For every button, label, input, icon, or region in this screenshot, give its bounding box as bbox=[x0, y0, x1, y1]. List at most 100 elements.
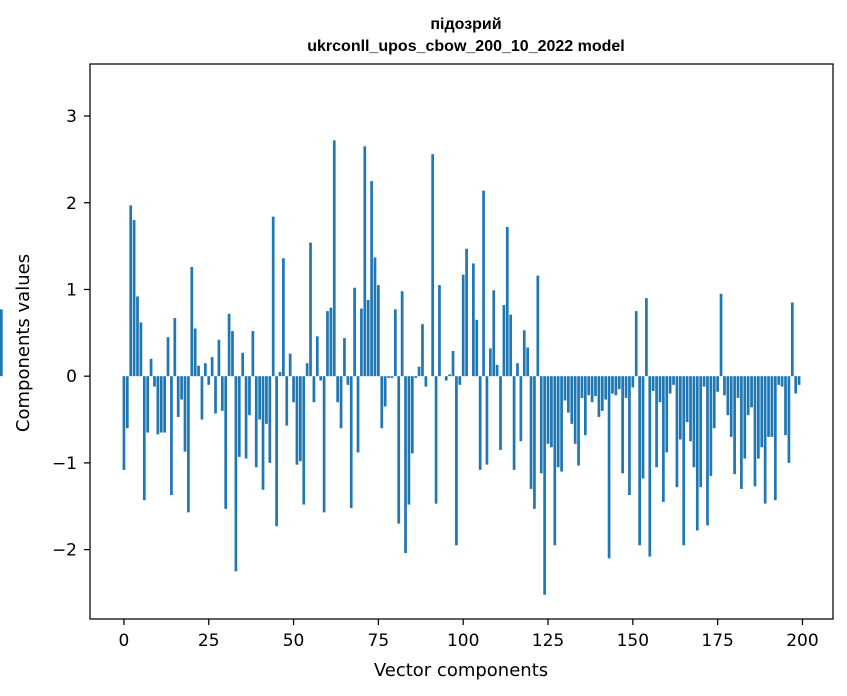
bar-component-91 bbox=[431, 154, 435, 377]
bar-component-99 bbox=[458, 376, 462, 385]
bar-component-54 bbox=[305, 363, 309, 377]
bar-component-185 bbox=[750, 376, 753, 408]
bar-component-56 bbox=[312, 376, 316, 403]
bar-component-25 bbox=[207, 376, 211, 385]
bar-component-6 bbox=[142, 376, 146, 501]
bar-component-179 bbox=[729, 376, 733, 437]
y-axis-ticks: −2 −1 0 1 2 3 bbox=[52, 107, 90, 561]
bar-component-145 bbox=[614, 376, 618, 396]
bar-component-103 bbox=[472, 263, 475, 377]
bar-component-114 bbox=[509, 314, 513, 377]
bar-component-199 bbox=[797, 376, 801, 385]
bar-component-31 bbox=[227, 313, 231, 377]
bar-component-143 bbox=[607, 376, 611, 559]
bar-component-164 bbox=[678, 376, 682, 440]
bar-component-37 bbox=[248, 376, 251, 416]
bar-component-7 bbox=[146, 376, 150, 433]
bar-component-39 bbox=[254, 376, 258, 468]
bar-component-48 bbox=[285, 376, 289, 426]
bar-component-61 bbox=[329, 307, 333, 377]
bar-component-120 bbox=[529, 376, 533, 489]
bar-component-45 bbox=[275, 376, 278, 527]
x-axis-label: Vector components bbox=[374, 660, 548, 681]
bar-component-184 bbox=[746, 376, 750, 416]
bar-component-17 bbox=[180, 376, 183, 400]
bar-component-20 bbox=[190, 266, 194, 377]
bar-component-165 bbox=[682, 376, 686, 546]
bar-component-173 bbox=[709, 376, 713, 476]
bar-component-151 bbox=[634, 311, 638, 377]
bar-component-101 bbox=[465, 248, 468, 377]
bar-component-134 bbox=[577, 376, 580, 466]
bar-component-140 bbox=[597, 376, 601, 417]
bar-component-157 bbox=[655, 376, 658, 468]
y-tick-label: 2 bbox=[66, 194, 77, 214]
bar-component-150 bbox=[631, 376, 635, 388]
bar-component-137 bbox=[587, 376, 591, 396]
bar-component-72 bbox=[366, 299, 370, 377]
bar-component-12 bbox=[163, 376, 166, 433]
bar-component-35 bbox=[241, 352, 245, 377]
bar-component-177 bbox=[723, 376, 726, 396]
bar-component-135 bbox=[580, 376, 584, 398]
bar-component-19 bbox=[187, 376, 190, 513]
bar-component-171 bbox=[702, 376, 706, 387]
x-axis-ticks: 0 25 50 75 100 125 150 175 200 bbox=[119, 619, 819, 651]
bar-component-139 bbox=[594, 376, 597, 397]
bar-component-5 bbox=[139, 322, 143, 377]
bar-component-67 bbox=[349, 376, 353, 508]
bar-component-193 bbox=[777, 376, 781, 385]
bar-component-55 bbox=[309, 242, 312, 377]
bar-component-28 bbox=[217, 339, 221, 377]
bar-component-86 bbox=[414, 376, 418, 378]
bar-component-163 bbox=[675, 376, 679, 488]
bar-component-141 bbox=[600, 376, 604, 411]
bar-component-44 bbox=[271, 216, 275, 377]
chart-title-line1: підозрий bbox=[430, 16, 501, 33]
bar-component-66 bbox=[346, 376, 350, 385]
bar-component-107 bbox=[485, 376, 489, 465]
bar-component-110 bbox=[495, 364, 499, 377]
bar-component-100 bbox=[461, 274, 465, 377]
bar-component-127 bbox=[553, 376, 557, 546]
bar-component-1 bbox=[125, 376, 129, 429]
bar-component-95 bbox=[444, 376, 448, 381]
bar-component-13 bbox=[166, 337, 170, 377]
bar-component-8 bbox=[149, 358, 153, 377]
bar-component-16 bbox=[176, 376, 180, 417]
bar-component-118 bbox=[522, 330, 526, 377]
bar-component-36 bbox=[244, 376, 248, 459]
bar-component-29 bbox=[220, 376, 224, 411]
bar-component-130 bbox=[563, 376, 567, 401]
x-tick-label: 200 bbox=[786, 631, 818, 651]
bar-component-152 bbox=[638, 376, 641, 546]
bar-component-169 bbox=[695, 376, 699, 531]
bar-component-148 bbox=[624, 376, 628, 398]
bar-component-113 bbox=[505, 227, 509, 377]
bar-component-106 bbox=[482, 190, 485, 377]
y-tick-label: 1 bbox=[66, 280, 77, 300]
bar-component-197 bbox=[790, 302, 794, 377]
y-axis-label: Components values bbox=[13, 254, 34, 432]
bar-component-82 bbox=[400, 291, 404, 377]
bar-component-0 bbox=[122, 376, 126, 470]
bar-component-123 bbox=[539, 376, 543, 474]
bar-component-133 bbox=[573, 376, 577, 444]
y-tick-label: 0 bbox=[66, 367, 77, 387]
bar-component-78 bbox=[387, 376, 390, 378]
bar-component-186 bbox=[753, 376, 757, 487]
bar-component-160 bbox=[665, 376, 669, 453]
bar-component-70 bbox=[360, 308, 363, 377]
bar-component-108 bbox=[488, 348, 492, 377]
bar-component-98 bbox=[455, 376, 458, 546]
bar-component-155 bbox=[648, 376, 652, 557]
bar-component-9 bbox=[153, 376, 156, 387]
x-tick-label: 50 bbox=[283, 631, 305, 651]
bar-component-167 bbox=[689, 376, 692, 442]
bar-component-21 bbox=[193, 328, 197, 377]
bar-component-68 bbox=[353, 287, 356, 377]
bar-component-59 bbox=[322, 376, 326, 513]
y-tick-label: 3 bbox=[66, 107, 77, 127]
bar-component-156 bbox=[651, 376, 655, 391]
